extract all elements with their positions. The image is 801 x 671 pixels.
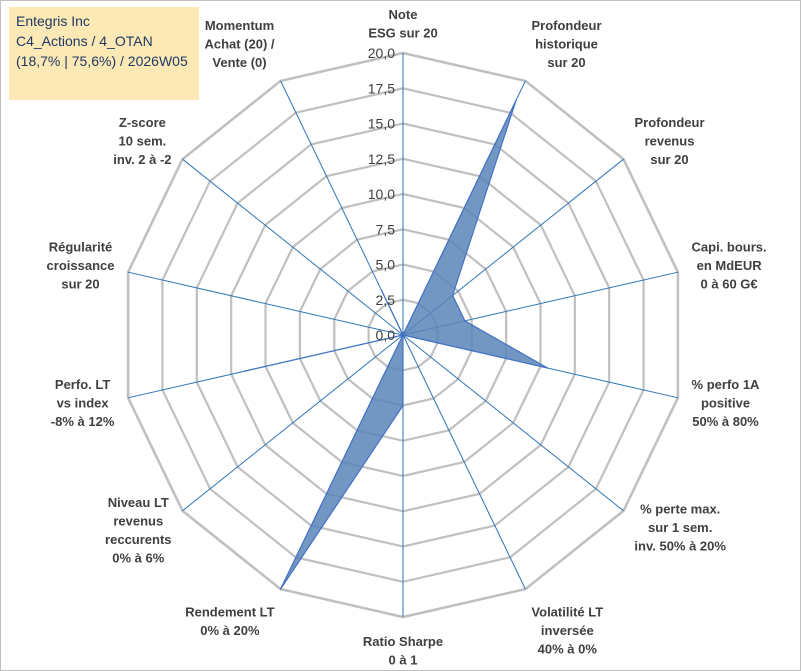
portfolio-name: C4_Actions / 4_OTAN — [16, 33, 153, 49]
data-point — [515, 99, 517, 101]
axis-label: Volatilité LT inversée 40% à 0% — [531, 605, 603, 657]
axis-label: Z-score 10 sem. inv. 2 à -2 — [113, 115, 171, 167]
series-area — [244, 99, 548, 590]
data-point — [451, 294, 454, 297]
tick-label: 7,5 — [376, 221, 396, 237]
tick-label: 17,5 — [368, 80, 395, 96]
axis-spoke — [402, 334, 526, 590]
axis-spoke — [127, 271, 404, 336]
data-point — [279, 588, 282, 590]
data-point — [546, 367, 549, 369]
data-point — [464, 320, 466, 322]
axis-label: % perfo 1A positive 50% à 80% — [692, 377, 761, 429]
data-point — [402, 404, 404, 407]
data-point — [380, 289, 383, 292]
data-point — [402, 334, 404, 336]
axis-label: Ratio Sharpe 0 à 1 — [363, 634, 443, 668]
score-stats: (18,7% | 75,6%) / 2026W05 — [16, 53, 188, 69]
axis-label: Niveau LT revenus reccurents 0% à 6% — [105, 495, 171, 565]
company-name: Entegris Inc — [16, 13, 90, 29]
axis-label: Profondeur historique sur 20 — [531, 18, 601, 70]
tick-label: 2,5 — [376, 292, 396, 308]
axis-label: Régularité croissance sur 20 — [47, 239, 115, 291]
axis-spoke — [402, 334, 624, 512]
tick-label: 5,0 — [376, 257, 396, 273]
axis-label: Profondeur revenus sur 20 — [634, 115, 704, 167]
tick-label: 20,0 — [368, 45, 395, 61]
axis-label: Perfo. LT vs index -8% à 12% — [51, 377, 115, 429]
axis-label: Momentum Achat (20) / Vente (0) — [204, 18, 274, 70]
radar-series — [244, 99, 549, 590]
tick-label: 0,0 — [376, 327, 396, 343]
axis-spoke — [182, 158, 404, 336]
axis-label: Capi. bours. en MdEUR 0 à 60 G€ — [692, 239, 767, 291]
axis-label: % perte max. sur 1 sem. inv. 50% à 20% — [634, 502, 726, 554]
axis-label: Rendement LT 0% à 20% — [185, 605, 274, 639]
info-box: Entegris Inc C4_Actions / 4_OTAN (18,7% … — [9, 7, 199, 100]
radial-tick-labels: 0,0 2,5 5,0 7,5 10,0 12,5 15,0 17,5 20,0 — [368, 45, 395, 343]
tick-label: 10,0 — [368, 186, 395, 202]
axis-label: Note ESG sur 20 — [368, 7, 437, 41]
tick-label: 12,5 — [368, 151, 395, 167]
tick-label: 15,0 — [368, 116, 395, 132]
data-point — [244, 370, 246, 372]
axis-spoke — [182, 334, 404, 512]
axis-labels: Note ESG sur 20 Profondeur historique sur 20… — [47, 7, 767, 668]
